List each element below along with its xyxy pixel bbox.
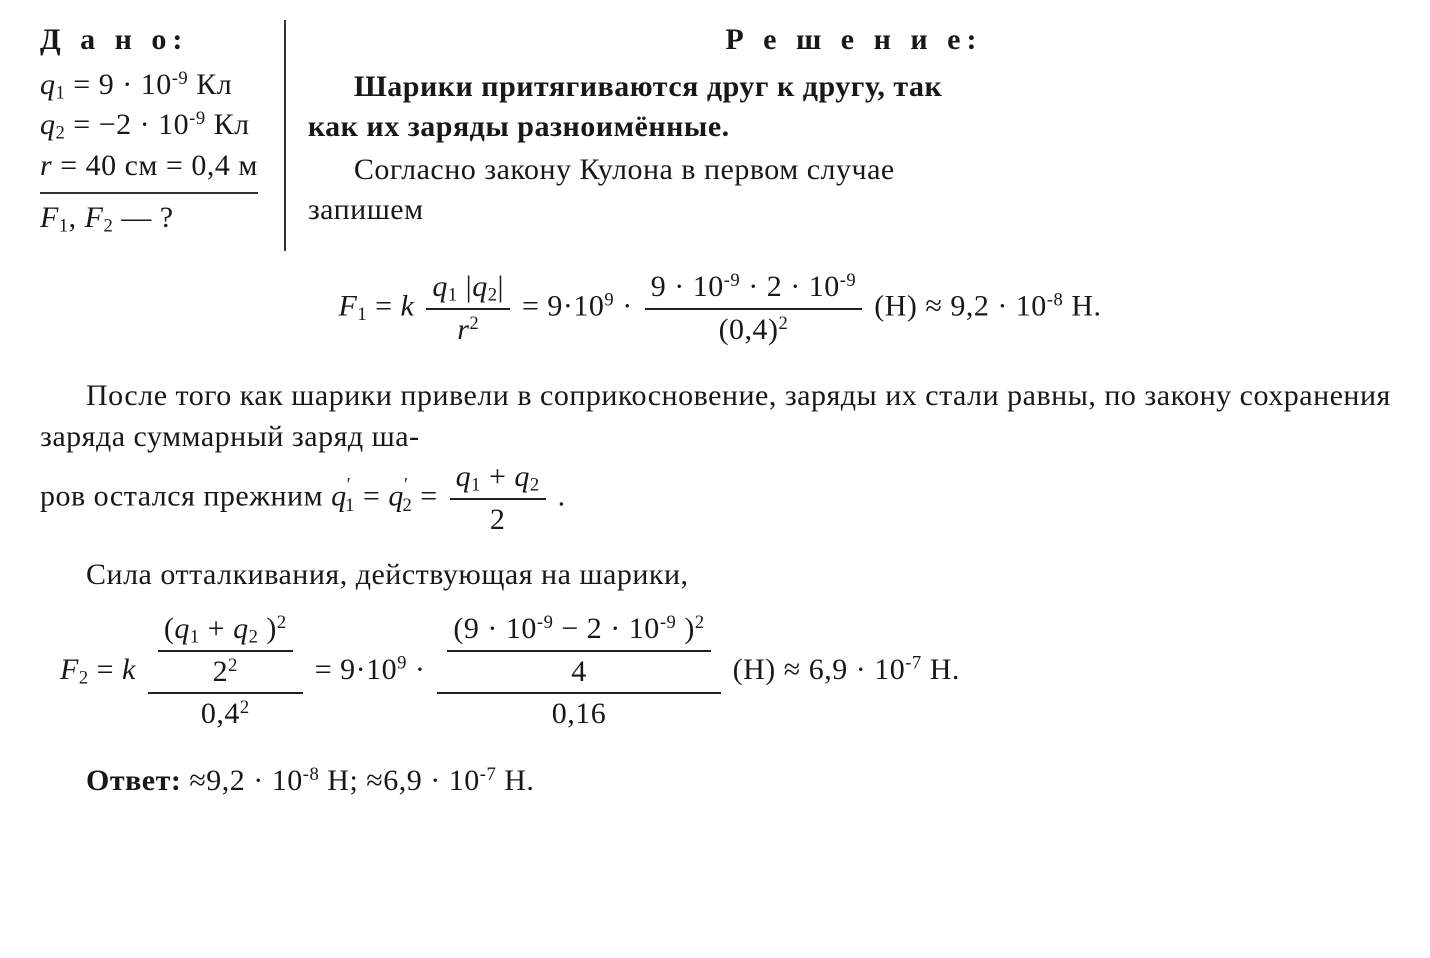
equation-f1: F1 = k q1 |q2| r2 = 9·109 · 9 · 10-9 · 2… <box>40 267 1400 350</box>
solution-p2b: запишем <box>308 190 1400 231</box>
solution-p2a: Согласно закону Кулона в первом случае <box>308 150 1400 191</box>
solution-block: Р е ш е н и е: Шарики притягиваются друг… <box>286 20 1400 231</box>
eq2-frac-numeric: (9 · 10-9 − 2 · 10-9 )2 4 0,16 <box>437 609 720 735</box>
solution-p1b: как их заряды разноимённые. <box>308 107 1400 148</box>
answer-line: Ответ: ≈9,2 · 10-8 H; ≈6,9 · 10-7 H. <box>40 761 1400 802</box>
eq1-frac-symbolic: q1 |q2| r2 <box>426 267 510 350</box>
given-r: r = 40 см = 0,4 м <box>40 146 258 187</box>
qprime-frac: q1 + q2 2 <box>450 457 546 540</box>
body-p4: Сила отталкивания, действующая на шарики… <box>40 555 1400 596</box>
body-p3: После того как шарики привели в соприкос… <box>40 376 1400 457</box>
given-q1: q1 = 9 · 10-9 Кл <box>40 65 258 106</box>
equation-f2: F2 = k (q1 + q2 )2 22 0,42 = 9·109 · (9 … <box>40 609 1400 735</box>
body-p3-tail: ров остался прежним q′1 = q′2 = q1 + q2 … <box>40 457 1400 540</box>
given-block: Д а н о: q1 = 9 · 10-9 Кл q2 = −2 · 10-9… <box>40 20 284 239</box>
solution-p1a: Шарики притягиваются друг к другу, так <box>308 67 1400 108</box>
given-divider <box>40 192 258 194</box>
given-solution-row: Д а н о: q1 = 9 · 10-9 Кл q2 = −2 · 10-9… <box>40 20 1400 239</box>
eq1-frac-numeric: 9 · 10-9 · 2 · 10-9 (0,4)2 <box>645 267 862 350</box>
given-q2: q2 = −2 · 10-9 Кл <box>40 105 258 146</box>
solution-heading: Р е ш е н и е: <box>308 20 1400 61</box>
eq2-frac-symbolic: (q1 + q2 )2 22 0,42 <box>148 609 303 735</box>
given-heading: Д а н о: <box>40 20 258 61</box>
given-find: F1, F2 — ? <box>40 198 258 239</box>
